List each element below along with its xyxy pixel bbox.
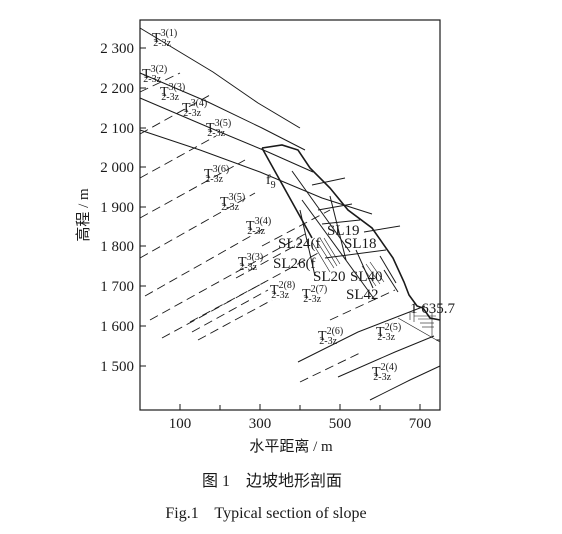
boundary-line bbox=[139, 27, 301, 129]
layer-label: T2(7) 2-3z bbox=[302, 284, 327, 305]
structural-plane-line bbox=[301, 199, 376, 301]
dashed-boundary bbox=[139, 72, 181, 93]
layer-label: T2(6) 2-3z bbox=[318, 326, 343, 347]
structural-plane-line bbox=[363, 225, 401, 233]
figure-caption-cn: 图 1 边坡地形剖面 bbox=[202, 472, 342, 490]
bedding-boundaries bbox=[139, 27, 441, 401]
structure-label: SL24(f bbox=[278, 236, 321, 252]
layer-label: T3(5) 2-3z bbox=[206, 118, 231, 139]
structural-plane-line bbox=[329, 195, 347, 261]
dashed-boundary bbox=[235, 241, 303, 279]
x-tick-label: 700 bbox=[409, 416, 432, 432]
dashed-boundary bbox=[329, 289, 396, 321]
y-tick-label: 1 700 bbox=[100, 279, 134, 295]
dashed-boundary bbox=[149, 233, 306, 321]
structural-plane-line bbox=[369, 261, 385, 283]
structural-plane-line bbox=[311, 241, 331, 273]
boundary-line bbox=[337, 335, 435, 378]
dashed-boundary bbox=[139, 192, 256, 259]
boundary-line bbox=[369, 365, 441, 401]
y-tick-labels: 2 300 2 200 2 100 2 000 1 900 1 800 1 70… bbox=[100, 41, 134, 375]
y-axis-title: 高程 / m bbox=[75, 188, 92, 242]
inferred-boundaries bbox=[139, 72, 396, 383]
x-tick-label: 300 bbox=[249, 416, 272, 432]
structural-plane-line bbox=[361, 265, 377, 287]
layer-label: T3(2) 2-3z bbox=[142, 64, 167, 85]
y-tick-label: 1 800 bbox=[100, 239, 134, 255]
elevation-mark: 1 635.7 bbox=[410, 301, 456, 317]
x-axis-ticks bbox=[179, 404, 421, 410]
fault-label: f9 bbox=[266, 173, 276, 191]
dashed-boundary bbox=[144, 227, 266, 297]
y-tick-label: 1 900 bbox=[100, 200, 134, 216]
slope-toe-detail bbox=[397, 312, 441, 343]
structural-plane-line bbox=[319, 237, 338, 267]
layer-label: T3(5) 2-3z bbox=[220, 192, 245, 213]
x-tick-labels: 100 300 500 700 bbox=[169, 416, 432, 432]
fault-line-f9 bbox=[261, 147, 313, 239]
toe-detail-line bbox=[397, 317, 441, 343]
structural-plane-line bbox=[311, 177, 346, 186]
structural-plane-line bbox=[383, 269, 399, 293]
layer-label: T3(4) 2-3z bbox=[182, 98, 207, 119]
dashed-boundary bbox=[197, 299, 273, 341]
structural-plane-line bbox=[317, 203, 353, 211]
structural-plane-labels: SL19 SL24(f SL18 SL26(f SL20 SL40 SL42 bbox=[273, 223, 383, 303]
layer-label: T2(4) 2-3z bbox=[372, 362, 397, 383]
y-tick-label: 2 000 bbox=[100, 160, 134, 176]
layer-label: T3(6) 2-3z bbox=[204, 164, 229, 185]
dashed-boundary bbox=[299, 351, 363, 383]
y-tick-label: 2 100 bbox=[100, 121, 134, 137]
x-tick-label: 100 bbox=[169, 416, 192, 432]
x-axis-title: 水平距离 / m bbox=[249, 438, 333, 455]
boundary-line bbox=[139, 97, 314, 173]
boundary-line bbox=[139, 72, 306, 151]
structural-plane-line bbox=[323, 237, 341, 265]
layer-label: T2(5) 2-3z bbox=[376, 322, 401, 343]
y-axis-ticks bbox=[140, 47, 146, 367]
structural-plane-line bbox=[365, 263, 381, 285]
structure-label: SL20 bbox=[313, 269, 346, 285]
layer-label: T3(3) 2-3z bbox=[238, 252, 263, 273]
x-tick-label: 500 bbox=[329, 416, 352, 432]
terrain-surface bbox=[261, 144, 441, 321]
structural-planes bbox=[291, 170, 401, 301]
structural-plane-line bbox=[299, 209, 316, 277]
layer-label: T2(8) 2-3z bbox=[270, 280, 295, 301]
structural-plane-line bbox=[321, 219, 361, 225]
boundary-line bbox=[139, 129, 373, 215]
y-tick-label: 2 300 bbox=[100, 41, 134, 57]
structure-label: SL19 bbox=[327, 223, 360, 239]
structure-label: SL40 bbox=[350, 269, 383, 285]
dashed-boundary bbox=[189, 281, 266, 323]
y-tick-label: 1 500 bbox=[100, 359, 134, 375]
structural-plane-line bbox=[315, 239, 335, 269]
y-tick-label: 2 200 bbox=[100, 81, 134, 97]
figure-caption-en: Fig.1 Typical section of slope bbox=[165, 505, 366, 522]
dashed-boundary bbox=[191, 289, 269, 333]
structure-label: SL18 bbox=[344, 236, 377, 252]
dashed-boundary bbox=[261, 209, 331, 247]
layer-label: T3(1) 2-3z bbox=[152, 28, 177, 49]
structure-label: SL26(f bbox=[273, 256, 316, 272]
layer-labels: T3(1) 2-3z T3(2) 2-3z T3(3) 2-3z T3(4) 2-3z … bbox=[142, 28, 401, 383]
layer-label: T3(4) 2-3z bbox=[246, 216, 271, 237]
dashed-boundary bbox=[139, 159, 246, 219]
layer-label: T3(3) 2-3z bbox=[160, 82, 185, 103]
structure-label: SL42 bbox=[346, 287, 379, 303]
boundary-line bbox=[297, 305, 426, 363]
plot-frame bbox=[139, 19, 441, 411]
structural-plane-line bbox=[355, 249, 374, 289]
structural-plane-line bbox=[379, 255, 397, 284]
dashed-boundary bbox=[139, 135, 217, 179]
y-tick-label: 1 600 bbox=[100, 319, 134, 335]
